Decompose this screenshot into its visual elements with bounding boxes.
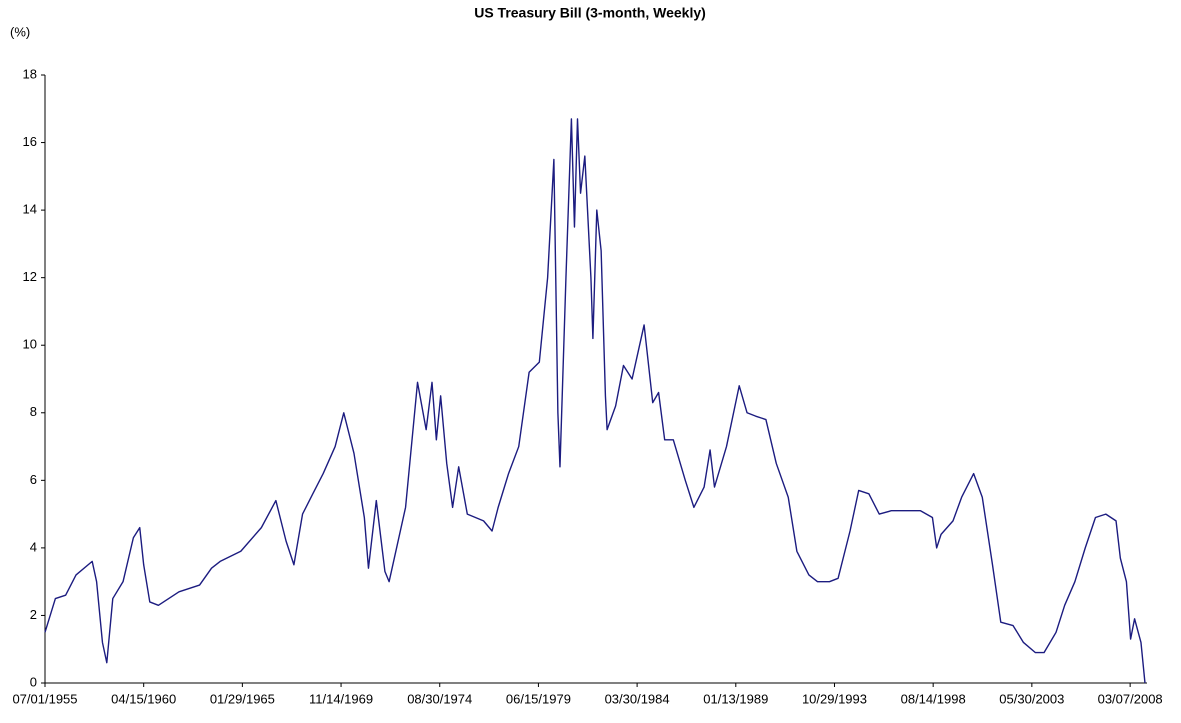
y-tick-label: 14 [23,202,37,217]
x-tick-label: 03/30/1984 [605,691,670,706]
y-tick-label: 8 [30,404,37,419]
x-tick-label: 01/13/1989 [703,691,768,706]
x-tick-label: 04/15/1960 [111,691,176,706]
x-tick-label: 05/30/2003 [999,691,1064,706]
y-axis-label: (%) [10,24,30,39]
x-tick-label: 06/15/1979 [506,691,571,706]
x-tick-label: 03/07/2008 [1098,691,1163,706]
x-tick-label: 11/14/1969 [309,691,373,706]
y-tick-label: 16 [23,134,37,149]
y-tick-label: 4 [30,539,37,554]
y-tick-label: 10 [23,337,37,352]
y-tick-label: 2 [30,607,37,622]
data-line [44,118,1146,684]
y-tick-label: 12 [23,269,37,284]
y-tick-label: 6 [30,472,37,487]
x-tick-label: 08/14/1998 [901,691,966,706]
x-tick-label: 01/29/1965 [210,691,275,706]
y-tick-label: 18 [23,66,37,81]
chart-title: US Treasury Bill (3-month, Weekly) [474,5,706,21]
x-tick-label: 10/29/1993 [802,691,867,706]
x-tick-label: 08/30/1974 [407,691,472,706]
x-tick-label: 07/01/1955 [12,691,77,706]
y-tick-label: 0 [30,674,37,689]
